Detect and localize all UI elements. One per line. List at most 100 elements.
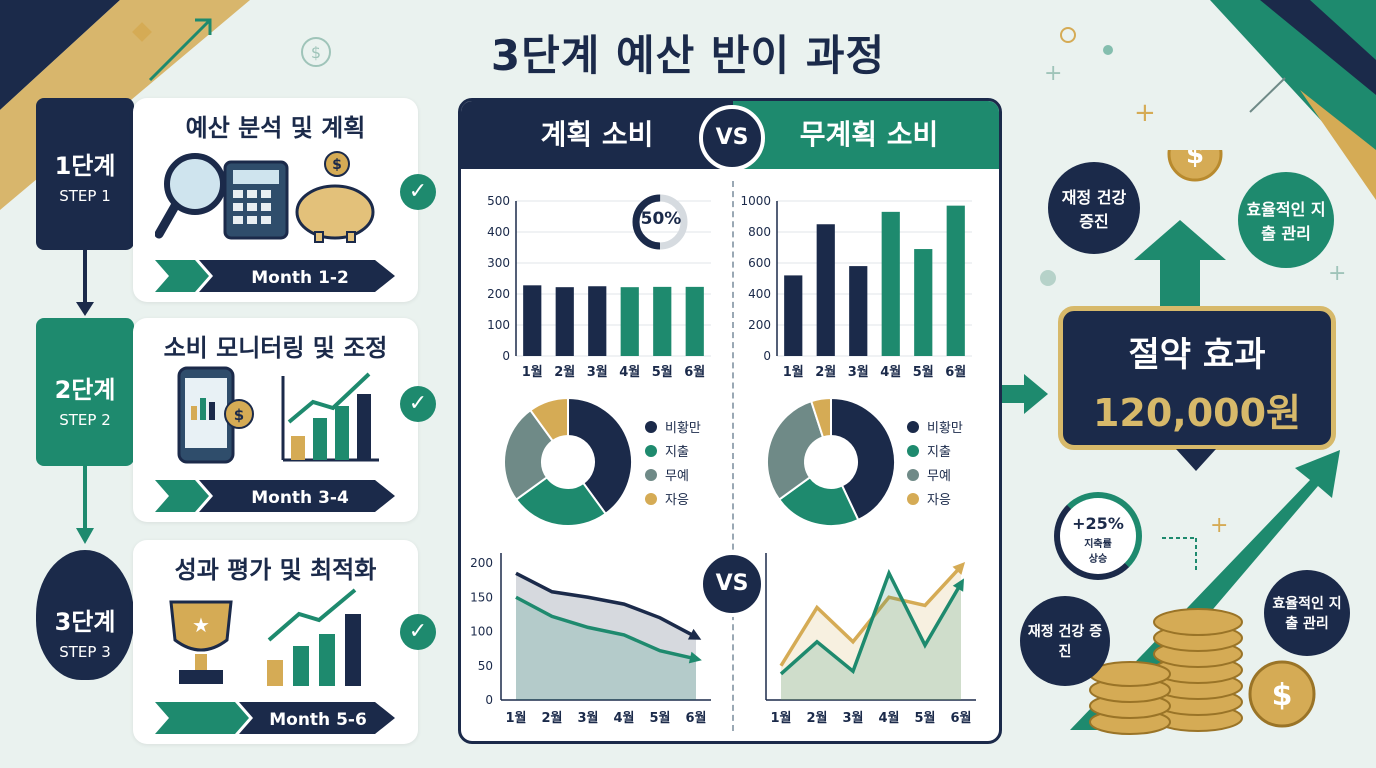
flow-arrow-icon (1002, 374, 1048, 414)
planned-bar-y-tick: 300 (487, 256, 510, 270)
step-1-badge: 1단계 STEP 1 (36, 98, 134, 250)
unplanned-bar-y-tick: 0 (763, 349, 771, 363)
planned-area-x-label: 4월 (613, 710, 634, 726)
unplanned-bar-bar (849, 266, 868, 356)
planned-area-x-label: 5월 (649, 710, 670, 726)
step-3-sub: STEP 3 (59, 643, 111, 661)
planned-pie-legend-swatch (645, 469, 657, 481)
planned-area-line (515, 595, 697, 661)
bubble-health-bottom: 재정 건강 증진 (1020, 596, 1110, 686)
step-connectors (76, 250, 94, 544)
savings-label: 절약 효과 (1128, 335, 1266, 375)
planned-bar-x-label: 6월 (684, 364, 705, 380)
planned-area-x-label: 6월 (685, 710, 706, 726)
step-2-card: 소비 모니터링 및 조정 $ Month 3-4 (133, 318, 418, 522)
bubble-efficient-bottom-label: 효율적인 지출 관리 (1272, 596, 1342, 632)
vs-badge-top: VS (699, 105, 765, 171)
planned-pie-legend-label: 무예 (665, 469, 689, 484)
unplanned-bar-y-tick: 800 (748, 225, 771, 239)
svg-text:$: $ (234, 406, 244, 424)
unplanned-pie-slice (766, 399, 825, 502)
bubble-health-top-label: 재정 건강 증진 (1061, 188, 1127, 231)
planned-area-y-tick: 100 (470, 625, 493, 639)
unplanned-bar-bar (816, 224, 835, 356)
planned-pie-legend-label: 자응 (665, 493, 689, 508)
planned-bar-y-tick: 100 (487, 318, 510, 332)
step-3-label: 3단계 (54, 608, 116, 636)
step-1-card: 예산 분석 및 계획 $ Month 1-2 (133, 98, 418, 302)
step-1-label: 1단계 (54, 152, 116, 180)
svg-text:+: + (1044, 61, 1062, 86)
planned-bar-bar (523, 285, 542, 356)
unplanned-pie-slice (777, 475, 860, 527)
planned-area-arrowhead (688, 651, 702, 664)
planned-area-y-tick: 50 (478, 659, 493, 673)
unplanned-pie-legend-label: 비황만 (927, 421, 963, 436)
svg-text:+: + (1210, 513, 1228, 538)
step-2-label: 2단계 (54, 376, 116, 404)
unplanned-bar-x-label: 6월 (945, 364, 966, 380)
unplanned-area-line (779, 568, 963, 676)
vs-badge-bottom: VS (699, 551, 765, 617)
bubble-health-top: 재정 건강 증진 (1048, 162, 1140, 254)
planned-pie-slice (503, 408, 555, 502)
bubble-health-bottom-label: 재정 건강 증진 (1027, 624, 1103, 660)
unplanned-pie-slice (809, 396, 832, 439)
page-title: 3단계 예산 반이 과정 (490, 31, 886, 80)
unplanned-area-x-label: 3월 (842, 710, 863, 726)
planned-bar-bar (685, 286, 704, 356)
savings-rate-value: +25% (1072, 514, 1124, 533)
step-2-sub: STEP 2 (59, 411, 111, 429)
bubble-efficient-bottom: 효율적인 지출 관리 (1264, 570, 1350, 656)
unplanned-pie-legend-label: 무예 (927, 469, 951, 484)
step-2-check-icon: ✓ (400, 386, 436, 422)
unplanned-bar-x-label: 1월 (783, 364, 804, 380)
step-3-card: 성과 평가 및 최적화 ★ Month 5-6 (133, 540, 418, 744)
step-2-timeline-arrow (155, 480, 395, 512)
unplanned-bar-bar (784, 275, 803, 356)
coin-icon: $ (1167, 150, 1223, 182)
unplanned-pie-slice (830, 396, 896, 522)
planned-bar-x-label: 4월 (619, 364, 640, 380)
planned-area-y-tick: 150 (470, 590, 493, 604)
planned-area-line (515, 571, 697, 639)
planned-bar-x-label: 1월 (522, 364, 543, 380)
unplanned-area-area (781, 566, 961, 700)
svg-text:$: $ (311, 43, 321, 62)
savings-rate-ring: +25% 지축률 상승 (1054, 492, 1142, 580)
svg-text:$: $ (332, 157, 342, 173)
planned-pie-legend-swatch (645, 445, 657, 457)
unplanned-pie-legend-swatch (907, 421, 919, 433)
planned-bar-bar (555, 287, 574, 356)
unplanned-area-x-label: 4월 (878, 710, 899, 726)
unplanned-area-x-label: 6월 (950, 710, 971, 726)
unplanned-area-x-label: 2월 (806, 710, 827, 726)
piggy-bank-icon: $ (295, 151, 375, 243)
planned-bar-bar (588, 286, 607, 356)
planned-bar-x-label: 2월 (554, 364, 575, 380)
savings-pointer (1176, 449, 1216, 471)
savings-box: 절약 효과 120,000원 (1058, 306, 1336, 450)
step-3-title: 성과 평가 및 최적화 (174, 556, 377, 584)
planned-bar-y-tick: 200 (487, 287, 510, 301)
unplanned-bar-bar (881, 211, 900, 356)
step-1-sub: STEP 1 (59, 187, 111, 205)
unplanned-pie-legend-label: 자응 (927, 493, 951, 508)
unplanned-bar-bar (946, 205, 965, 356)
bubble-efficient-top-label: 효율적인 지출 관리 (1246, 200, 1326, 243)
unplanned-area-area (781, 573, 961, 700)
unplanned-pie-legend-swatch (907, 445, 919, 457)
unplanned-bar-y-tick: 1000 (740, 194, 771, 208)
unplanned-pie-legend-swatch (907, 469, 919, 481)
coin-icon: $ (1248, 660, 1316, 728)
planned-bar-y-tick: 400 (487, 225, 510, 239)
unplanned-bar-x-label: 2월 (815, 364, 836, 380)
planned-bar-x-label: 3월 (587, 364, 608, 380)
savings-rate-label: 지축률 상승 (1084, 539, 1112, 565)
planned-area-y-tick: 0 (485, 693, 493, 707)
planned-area-y-tick: 200 (470, 556, 493, 570)
coin-stack-icon (1089, 608, 1243, 735)
step-1-illustration: $ (155, 151, 375, 243)
unplanned-bar-bar (914, 249, 933, 356)
